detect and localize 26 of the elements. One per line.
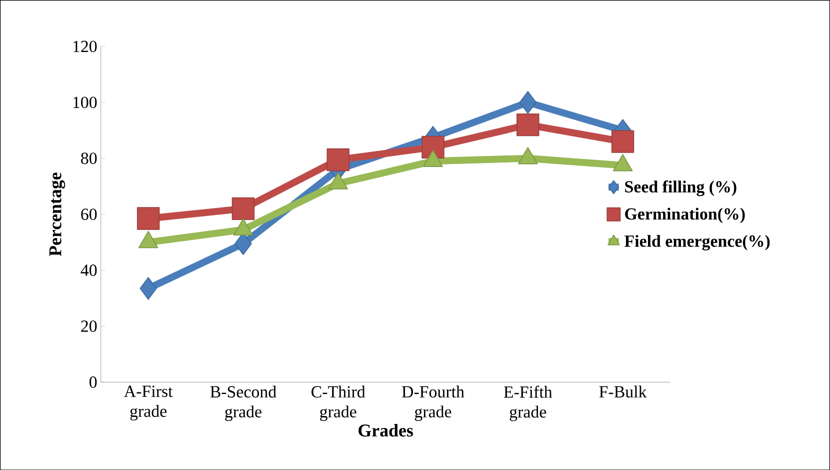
x-tick-label: F-Bulk bbox=[599, 386, 647, 398]
point bbox=[136, 207, 160, 230]
point bbox=[232, 197, 255, 220]
legend-label: Field emergence(%) bbox=[624, 234, 770, 250]
point bbox=[516, 113, 540, 136]
y-tick-label: 40 bbox=[80, 264, 97, 276]
point bbox=[140, 276, 157, 300]
point bbox=[422, 136, 444, 158]
x-tick-label: D-Fourth grade bbox=[402, 386, 464, 421]
x-tick-label: A-First grade bbox=[124, 386, 173, 420]
y-axis-title: Percentage bbox=[49, 172, 66, 256]
y-tick-label: 20 bbox=[81, 320, 97, 332]
point bbox=[519, 90, 536, 114]
x-axis-title: Grades bbox=[358, 424, 413, 436]
x-tick-label: E-Fifth grade bbox=[504, 386, 552, 422]
y-tick-label: 0 bbox=[90, 376, 97, 388]
y-tick-label: 80 bbox=[81, 152, 97, 164]
x-tick-label: C-Third grade bbox=[312, 386, 366, 421]
y-tick-label: 100 bbox=[73, 96, 97, 108]
y-tick-label: 60 bbox=[81, 208, 97, 220]
x-tick-label: B-Second grade bbox=[210, 386, 276, 421]
legend-label: Germination(%) bbox=[625, 208, 745, 223]
point bbox=[326, 148, 350, 171]
legend-label: Seed filling (%) bbox=[625, 180, 736, 196]
point bbox=[611, 130, 634, 153]
y-tick-label: 120 bbox=[73, 40, 97, 52]
